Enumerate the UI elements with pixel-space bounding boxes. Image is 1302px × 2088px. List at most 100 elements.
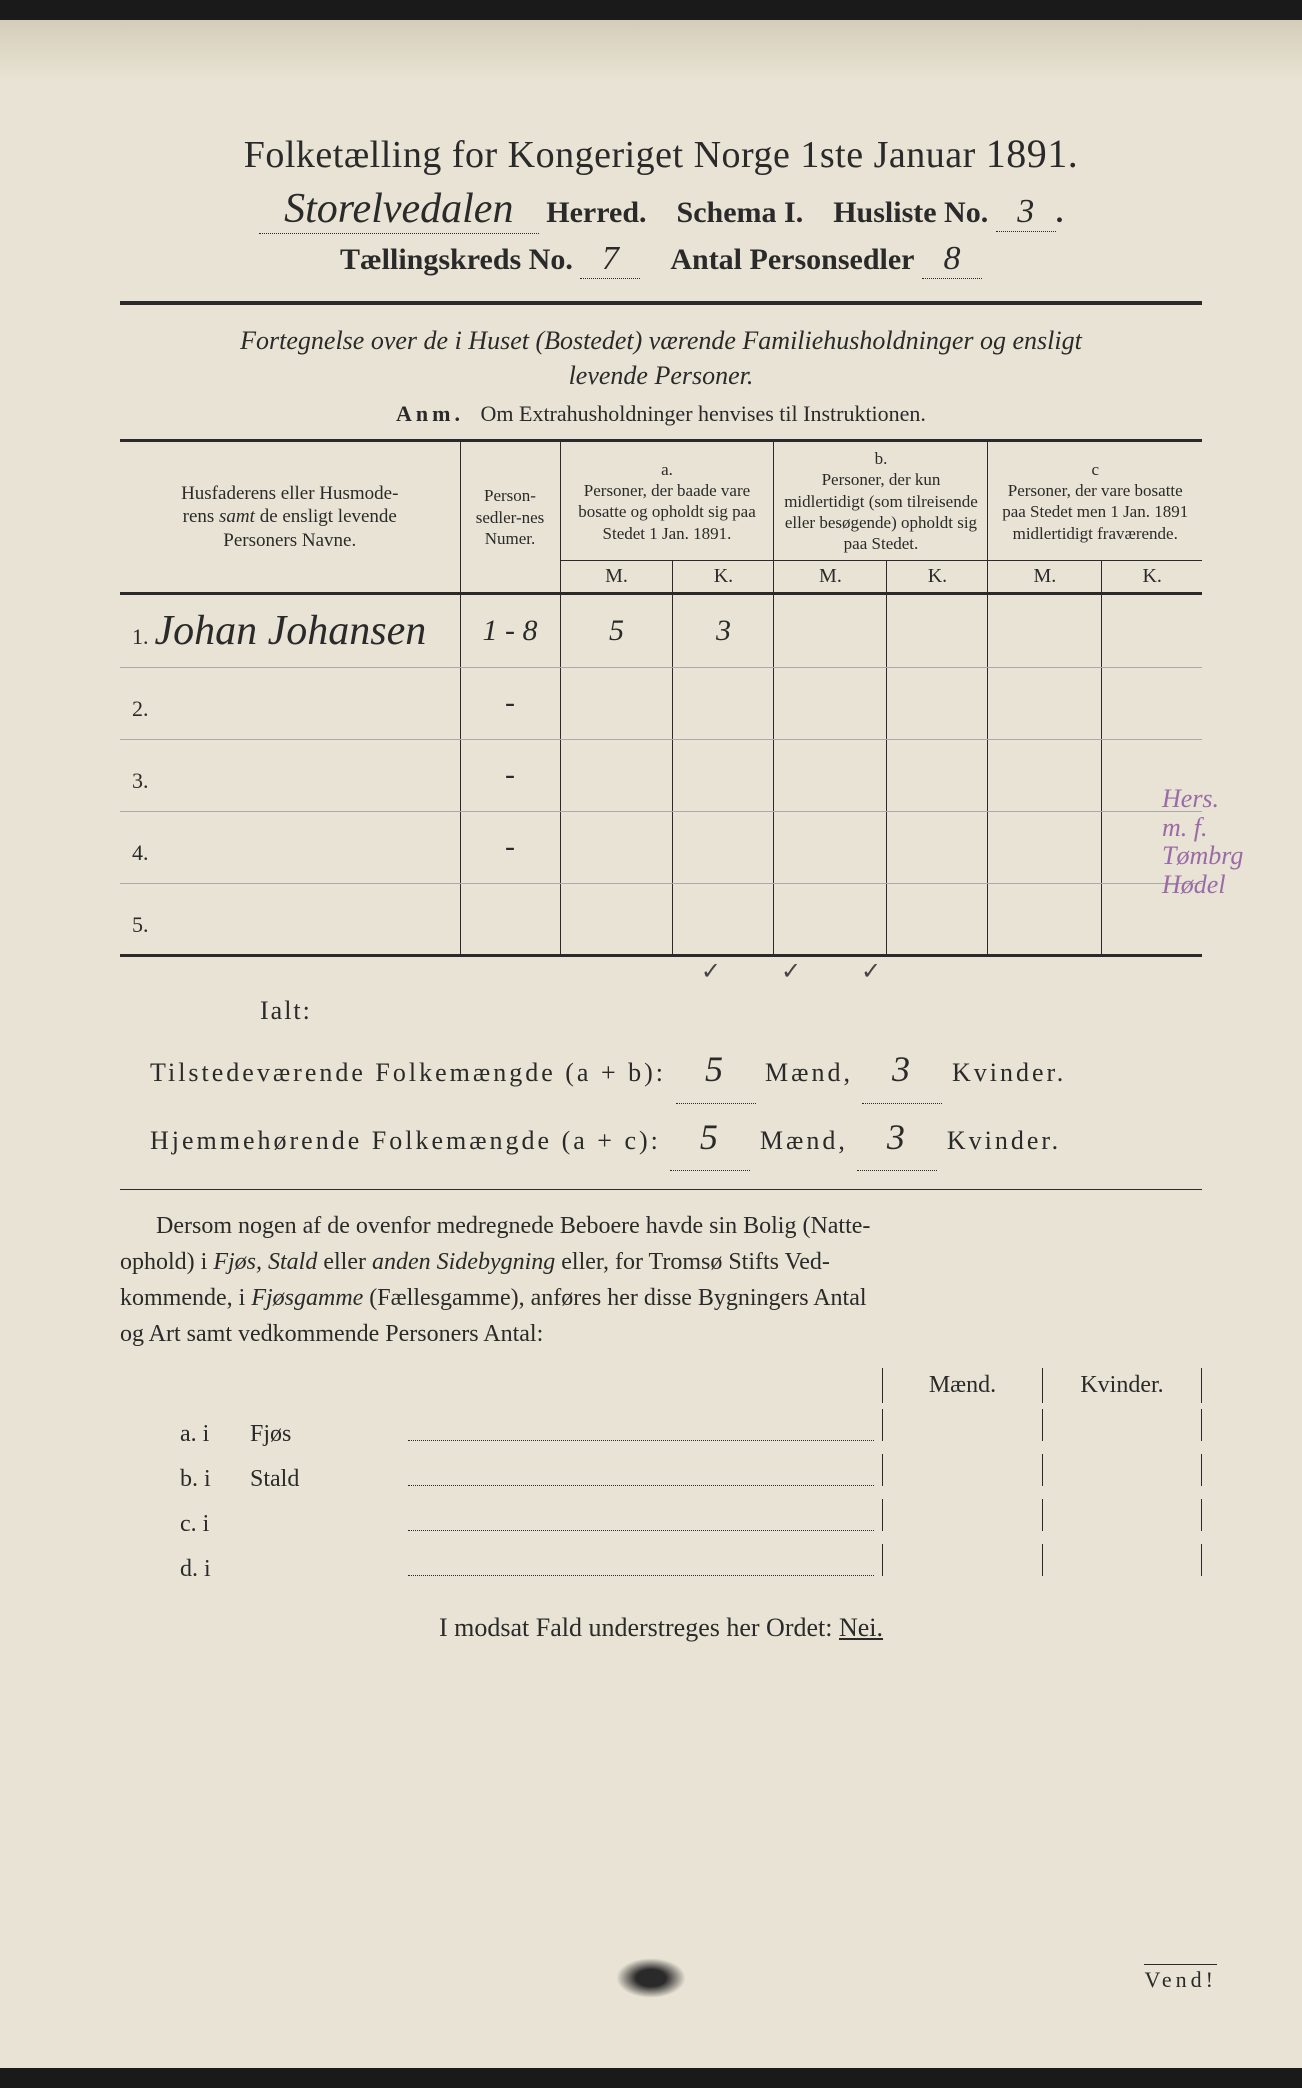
table-row: 3. -	[120, 739, 1202, 811]
building-paragraph: Dersom nogen af de ovenfor medregnede Be…	[120, 1208, 1202, 1352]
num-cell: -	[460, 811, 560, 883]
building-type: Stald	[250, 1466, 400, 1493]
name-cell: 1. Johan Johansen	[120, 595, 460, 667]
husliste-no-field: 3	[996, 193, 1056, 232]
checkmarks: ✓✓✓	[440, 957, 1202, 986]
maend-col: Mænd.	[882, 1368, 1042, 1403]
mk-cells	[882, 1499, 1202, 1531]
am-cell	[560, 883, 673, 955]
mk-cells	[882, 1454, 1202, 1486]
num-cell: -	[460, 667, 560, 739]
footer-text: I modsat Fald understreges her Ordet: Ne…	[120, 1613, 1202, 1643]
bk-cell	[887, 883, 988, 955]
table-row: 1. Johan Johansen 1 - 8 5 3	[120, 595, 1202, 667]
building-row: d. i	[180, 1544, 1202, 1583]
building-type: Fjøs	[250, 1421, 400, 1448]
table-row: 2. -	[120, 667, 1202, 739]
bm-cell	[774, 883, 887, 955]
col-b-k: K.	[887, 561, 988, 594]
col-b-header: b.Personer, der kun midlertidigt (som ti…	[774, 441, 988, 561]
col-c-k: K.	[1102, 561, 1202, 594]
nei-word: Nei.	[839, 1613, 883, 1642]
bm-cell	[774, 811, 887, 883]
ck-cell	[1102, 595, 1202, 667]
col-a-k: K.	[673, 561, 774, 594]
bk-cell	[887, 595, 988, 667]
ak-cell: 3	[673, 595, 774, 667]
cm-cell	[988, 595, 1102, 667]
document-page: Folketælling for Kongeriget Norge 1ste J…	[0, 20, 1302, 2068]
husliste-label: Husliste No.	[833, 196, 988, 229]
dotted-line	[408, 1530, 874, 1531]
title-year: 1891.	[986, 131, 1079, 176]
col-c-m: M.	[988, 561, 1102, 594]
building-lbl: b. i	[180, 1466, 250, 1493]
bk-cell	[887, 739, 988, 811]
total-present: Tilstedeværende Folkemængde (a + b): 5 M…	[150, 1036, 1202, 1104]
col-c-header: cPersoner, der vare bosatte paa Stedet m…	[988, 441, 1202, 561]
building-lbl: d. i	[180, 1556, 250, 1583]
table-row: 5.	[120, 883, 1202, 955]
am-cell	[560, 811, 673, 883]
ak-cell	[673, 811, 774, 883]
bm-cell	[774, 739, 887, 811]
dotted-line	[408, 1575, 874, 1576]
resident-k: 3	[857, 1104, 937, 1172]
present-k: 3	[862, 1036, 942, 1104]
antal-label: Antal Personsedler	[670, 243, 914, 276]
header-line-3: Tællingskreds No. 7 Antal Personsedler 8	[120, 240, 1202, 279]
herred-name-field: Storelvedalen	[259, 185, 539, 234]
herred-label: Herred.	[546, 196, 646, 229]
vend-label: Vend!	[1144, 1964, 1217, 1993]
subtitle-line1: Fortegnelse over de i Huset (Bostedet) v…	[240, 326, 1082, 355]
ak-cell	[673, 739, 774, 811]
present-m: 5	[676, 1036, 756, 1104]
building-row: a. i Fjøs	[180, 1409, 1202, 1448]
ink-stain	[616, 1958, 686, 1998]
kvinder-col: Kvinder.	[1042, 1368, 1202, 1403]
ck-cell	[1102, 667, 1202, 739]
building-mk-header: Mænd. Kvinder.	[120, 1368, 1202, 1403]
num-cell	[460, 883, 560, 955]
name-cell: 5.	[120, 883, 460, 955]
kreds-label: Tællingskreds No.	[340, 243, 573, 276]
name-cell: 4.	[120, 811, 460, 883]
building-lbl: c. i	[180, 1511, 250, 1538]
bm-cell	[774, 595, 887, 667]
annotation-note: Anm. Om Extrahusholdninger henvises til …	[120, 401, 1202, 427]
ialt-label: Ialt:	[260, 996, 1202, 1026]
anm-prefix: Anm.	[396, 401, 464, 426]
dotted-line	[408, 1485, 874, 1486]
building-row: c. i	[180, 1499, 1202, 1538]
col-name-header: Husfaderens eller Husmode-rens samt de e…	[120, 441, 460, 594]
antal-no-field: 8	[922, 240, 982, 279]
bk-cell	[887, 811, 988, 883]
mk-cells	[882, 1409, 1202, 1441]
num-cell: 1 - 8	[460, 595, 560, 667]
header-line-2: Storelvedalen Herred. Schema I. Husliste…	[120, 185, 1202, 234]
subtitle: Fortegnelse over de i Huset (Bostedet) v…	[120, 323, 1202, 393]
col-a-header: a.Personer, der baade vare bosatte og op…	[560, 441, 774, 561]
bk-cell	[887, 667, 988, 739]
kreds-no-field: 7	[580, 240, 640, 279]
cm-cell	[988, 739, 1102, 811]
col-b-m: M.	[774, 561, 887, 594]
total-resident: Hjemmehørende Folkemængde (a + c): 5 Mæn…	[150, 1104, 1202, 1172]
name-cell: 3.	[120, 739, 460, 811]
building-row: b. i Stald	[180, 1454, 1202, 1493]
bm-cell	[774, 667, 887, 739]
divider	[120, 301, 1202, 305]
am-cell	[560, 739, 673, 811]
anm-text: Om Extrahusholdninger henvises til Instr…	[481, 401, 926, 426]
resident-m: 5	[670, 1104, 750, 1172]
divider	[120, 1189, 1202, 1190]
dotted-line	[408, 1440, 874, 1441]
name-cell: 2.	[120, 667, 460, 739]
am-cell: 5	[560, 595, 673, 667]
subtitle-line2: levende Personer.	[569, 361, 754, 390]
building-lbl: a. i	[180, 1421, 250, 1448]
totals-block: Tilstedeværende Folkemængde (a + b): 5 M…	[150, 1036, 1202, 1171]
col-num-header: Person-sedler-nes Numer.	[460, 441, 560, 594]
census-table: Husfaderens eller Husmode-rens samt de e…	[120, 439, 1202, 957]
col-a-m: M.	[560, 561, 673, 594]
